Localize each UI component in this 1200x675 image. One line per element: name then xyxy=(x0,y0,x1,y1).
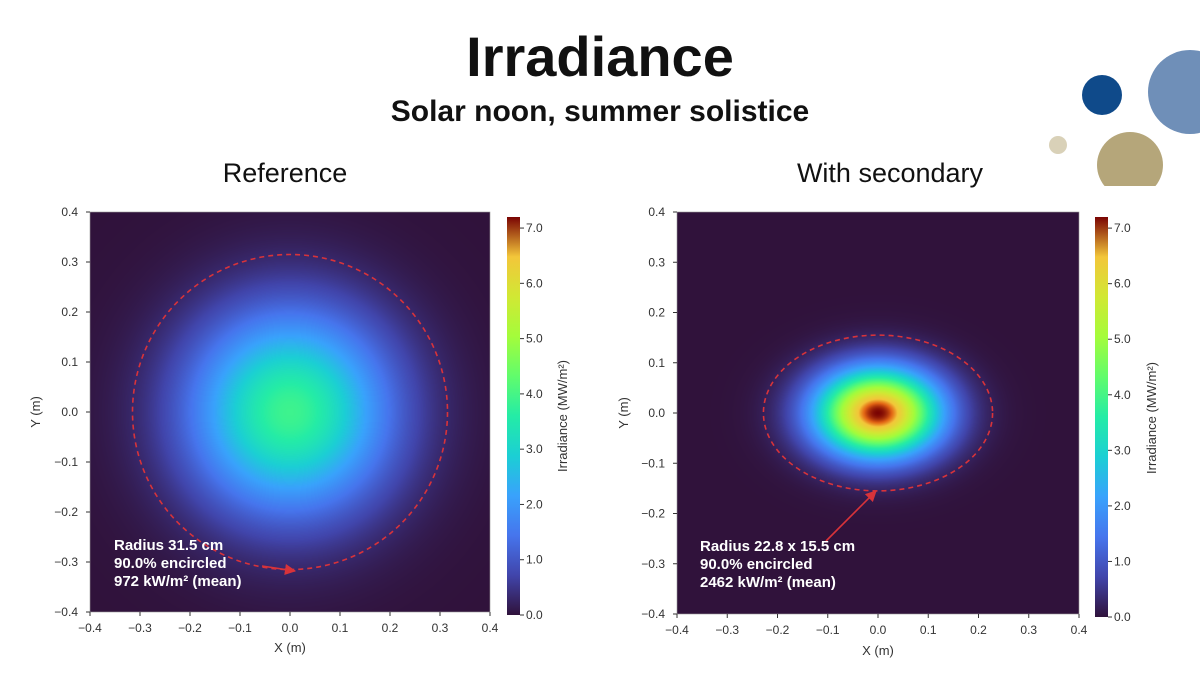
x-tick-label: −0.2 xyxy=(178,621,202,635)
annotation-line-1: Radius 22.8 x 15.5 cm xyxy=(700,538,855,555)
colorbar-tick-label: 6.0 xyxy=(1114,277,1131,291)
heatmap-image-with-secondary xyxy=(677,212,1079,614)
annotation-arrow xyxy=(825,490,877,542)
colorbar-label: Irradiance (MW/m²) xyxy=(555,360,570,472)
colorbar-tick-label: 0.0 xyxy=(1114,610,1131,624)
colorbar xyxy=(1095,217,1108,617)
x-tick-label: −0.3 xyxy=(715,623,739,637)
x-axis-label: X (m) xyxy=(274,640,306,655)
x-tick-label: −0.1 xyxy=(228,621,252,635)
x-axis-label: X (m) xyxy=(862,643,894,658)
y-tick-label: 0.0 xyxy=(61,405,78,419)
x-tick-label: 0.3 xyxy=(1020,623,1037,637)
heatmap-panel-reference: Radius 31.5 cm 90.0% encircled 972 kW/m²… xyxy=(28,205,570,655)
x-tick-label: 0.0 xyxy=(282,621,299,635)
y-tick-label: 0.3 xyxy=(648,255,665,269)
annotation-line-3: 2462 kW/m² (mean) xyxy=(700,574,836,591)
x-tick-label: 0.1 xyxy=(332,621,349,635)
colorbar-tick-label: 7.0 xyxy=(526,221,543,235)
x-tick-label: 0.3 xyxy=(432,621,449,635)
x-tick-label: 0.4 xyxy=(482,621,499,635)
colorbar-tick-label: 5.0 xyxy=(1114,332,1131,346)
x-tick-label: −0.4 xyxy=(78,621,102,635)
y-tick-label: 0.4 xyxy=(61,205,78,219)
y-tick-label: −0.4 xyxy=(641,607,665,621)
x-tick-label: 0.1 xyxy=(920,623,937,637)
annotation-line-2: 90.0% encircled xyxy=(700,556,813,573)
colorbar-tick-label: 5.0 xyxy=(526,332,543,346)
y-tick-label: −0.3 xyxy=(641,557,665,571)
slide-subtitle: Solar noon, summer solistice xyxy=(390,95,810,128)
x-tick-label: 0.2 xyxy=(382,621,399,635)
decor-circle-tan xyxy=(1097,132,1163,186)
y-tick-label: 0.1 xyxy=(648,356,665,370)
x-tick-label: −0.4 xyxy=(665,623,689,637)
y-tick-label: 0.2 xyxy=(61,305,78,319)
y-tick-label: −0.3 xyxy=(54,555,78,569)
colorbar-tick-label: 4.0 xyxy=(1114,388,1131,402)
y-tick-label: −0.1 xyxy=(54,455,78,469)
y-tick-label: −0.2 xyxy=(54,505,78,519)
decor-circle-dark-blue xyxy=(1082,75,1122,115)
x-tick-label: −0.2 xyxy=(766,623,790,637)
colorbar-tick-label: 4.0 xyxy=(526,387,543,401)
colorbar-tick-label: 3.0 xyxy=(526,442,543,456)
heatmap-image-reference xyxy=(90,212,490,612)
colorbar-tick-label: 1.0 xyxy=(526,553,543,567)
y-tick-label: −0.1 xyxy=(641,456,665,470)
y-tick-label: −0.4 xyxy=(54,605,78,619)
colorbar-tick-label: 2.0 xyxy=(1114,499,1131,513)
colorbar-tick-label: 7.0 xyxy=(1114,221,1131,235)
y-axis-label: Y (m) xyxy=(28,396,43,428)
panel-title-with-secondary: With secondary xyxy=(796,158,984,188)
y-tick-label: 0.0 xyxy=(648,406,665,420)
y-tick-label: 0.4 xyxy=(648,205,665,219)
colorbar xyxy=(507,217,520,615)
y-tick-label: 0.2 xyxy=(648,306,665,320)
panel-title-reference: Reference xyxy=(222,158,348,188)
colorbar-tick-label: 6.0 xyxy=(526,276,543,290)
annotation-line-1: Radius 31.5 cm xyxy=(114,537,223,554)
heatmap-panel-with-secondary: Radius 22.8 x 15.5 cm 90.0% encircled 24… xyxy=(616,205,1159,658)
y-tick-label: 0.1 xyxy=(61,355,78,369)
encircled-boundary xyxy=(762,334,994,492)
x-tick-label: 0.4 xyxy=(1071,623,1088,637)
colorbar-tick-label: 3.0 xyxy=(1114,443,1131,457)
x-tick-label: 0.0 xyxy=(870,623,887,637)
colorbar-label: Irradiance (MW/m²) xyxy=(1144,362,1159,474)
y-tick-label: 0.3 xyxy=(61,255,78,269)
x-tick-label: −0.1 xyxy=(816,623,840,637)
annotation-line-2: 90.0% encircled xyxy=(114,555,227,572)
colorbar-tick-label: 1.0 xyxy=(1114,554,1131,568)
colorbar-tick-label: 0.0 xyxy=(526,608,543,622)
decor-circle-beige xyxy=(1049,136,1067,154)
y-tick-label: −0.2 xyxy=(641,507,665,521)
colorbar-tick-label: 2.0 xyxy=(526,497,543,511)
slide-title: Irradiance xyxy=(466,25,734,88)
x-tick-label: −0.3 xyxy=(128,621,152,635)
y-axis-label: Y (m) xyxy=(616,397,631,429)
annotation-line-3: 972 kW/m² (mean) xyxy=(114,573,242,590)
annotation-arrow xyxy=(261,563,297,576)
x-tick-label: 0.2 xyxy=(970,623,987,637)
